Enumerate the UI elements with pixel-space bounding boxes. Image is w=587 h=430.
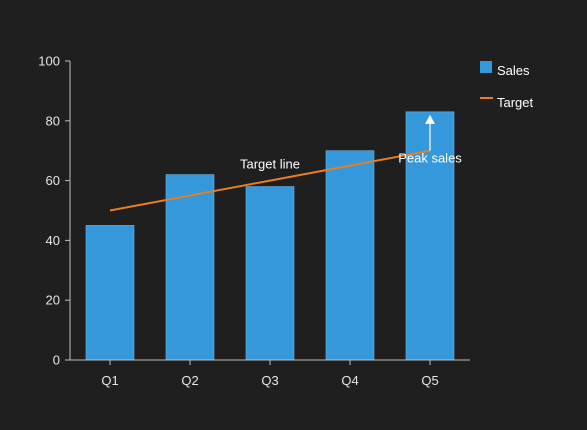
bar-q4 [325, 150, 375, 361]
x-tick-label-q2: Q2 [181, 373, 198, 388]
annotation-target-line: Target line [240, 157, 300, 172]
x-tick-label-q3: Q3 [261, 373, 278, 388]
y-tick-label-0: 0 [53, 353, 60, 368]
y-tick-label-20: 20 [46, 293, 60, 308]
annotation-peak-sales: Peak sales [398, 151, 462, 166]
y-tick-label-60: 60 [46, 173, 60, 188]
bar-q3 [245, 186, 295, 361]
legend: Sales Target [480, 61, 534, 110]
annotation-arrow-head [425, 114, 435, 124]
legend-label-sales: Sales [497, 63, 530, 78]
y-tick-label-80: 80 [46, 113, 60, 128]
plot-area: 0 20 40 60 80 100 Q1 Q2 Q3 Q4 Q5 Target line Peak sa… [38, 54, 470, 388]
x-tick-label-q5: Q5 [421, 373, 438, 388]
y-tick-label-100: 100 [38, 54, 60, 69]
target-line [109, 149, 431, 212]
x-tick-label-q1: Q1 [101, 373, 118, 388]
legend-swatch-sales [480, 61, 492, 73]
legend-label-target: Target [497, 95, 534, 110]
x-tick-label-q4: Q4 [341, 373, 358, 388]
bar-q1 [85, 225, 135, 361]
y-tick-label-40: 40 [46, 233, 60, 248]
bar-q2 [165, 174, 215, 361]
